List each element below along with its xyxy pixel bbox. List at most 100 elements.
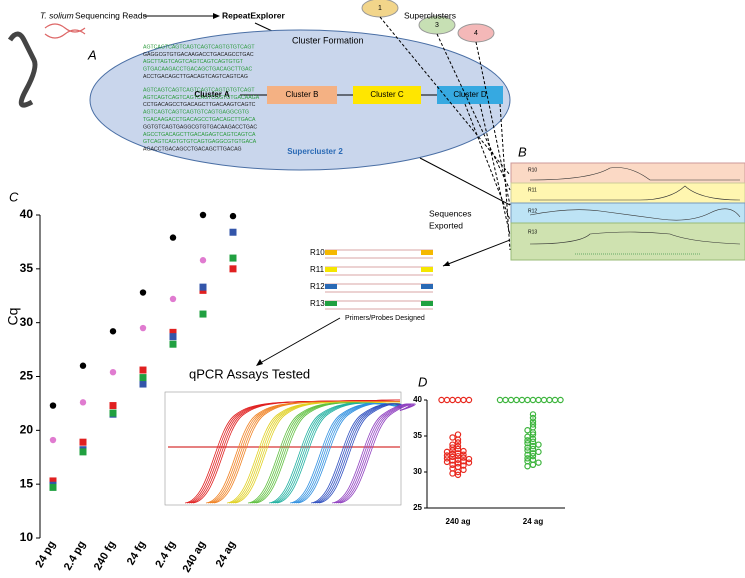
point	[199, 283, 207, 291]
amplification-curve	[318, 403, 403, 504]
point	[460, 454, 467, 461]
point	[454, 471, 462, 479]
point	[529, 421, 537, 428]
arrow-head	[213, 13, 220, 19]
point	[169, 295, 177, 303]
point	[524, 433, 531, 440]
point	[79, 438, 87, 446]
label: A	[87, 47, 97, 62]
cluster-box	[267, 86, 337, 104]
point	[109, 328, 117, 335]
point	[79, 448, 87, 456]
sequence-line: AGTCAGTCAGTCAGTGTCAGTGAGGCGTG	[143, 110, 249, 116]
point	[557, 396, 564, 404]
x-tick-label: 240 fg	[92, 539, 118, 573]
label: Exported	[429, 220, 463, 230]
y-axis-label: Cq	[5, 308, 21, 326]
point	[229, 265, 237, 273]
point	[535, 448, 542, 456]
label: R10	[310, 248, 325, 257]
point	[535, 441, 542, 448]
label: Cluster D	[453, 90, 487, 99]
point	[449, 470, 456, 477]
arrow-head	[256, 359, 263, 366]
x-tick-label: 240 ag	[446, 517, 471, 526]
point	[518, 396, 526, 404]
point	[449, 444, 456, 451]
label: 1	[378, 5, 382, 12]
label: B	[518, 144, 527, 159]
sequence-line: GGTGTCAGTGAGGCGTGTGACAAGACCTGAC	[143, 124, 257, 130]
x-tick-label: 24 ag	[523, 517, 544, 526]
sequence-line: AGACCTGACAGCCTGACAGCTTGACAG	[143, 147, 242, 153]
point	[535, 396, 542, 404]
point	[169, 340, 177, 348]
point	[139, 380, 147, 388]
point	[460, 447, 467, 455]
point	[449, 461, 456, 468]
y-tick-label: 35	[20, 261, 34, 275]
point	[460, 458, 467, 465]
point	[524, 396, 531, 404]
label: Cluster C	[370, 90, 404, 99]
point	[454, 468, 462, 476]
sequence-line: AGTCAGTCAGTCAGTCAGTCGGTGTGACAAGA	[143, 95, 260, 101]
label: R13	[528, 229, 537, 235]
qpcr-plot	[164, 391, 416, 506]
y-tick-label: 25	[20, 369, 34, 383]
label: R11	[310, 265, 325, 274]
point	[529, 450, 537, 457]
point	[49, 436, 57, 444]
point	[524, 451, 531, 458]
label: Supercluster 2	[287, 147, 343, 156]
point	[454, 431, 462, 438]
point	[524, 440, 531, 447]
label: Primers/Probes Designed	[345, 315, 425, 322]
point	[454, 463, 462, 471]
point	[199, 211, 207, 219]
point	[529, 414, 537, 422]
x-tick-label: 2.4 fg	[153, 539, 178, 570]
point	[529, 429, 537, 436]
label: qPCR Assays Tested	[189, 366, 310, 381]
sequence-line: CCTGACAGCCTGACAGCTTGACAAGTCAGTC	[143, 102, 256, 108]
point	[540, 396, 548, 404]
point	[139, 374, 147, 382]
point	[79, 362, 87, 369]
x-tick-label: 2.4 pg	[62, 539, 88, 573]
sequence-line: GTGACAAGACCTGACAGCTGACAGCTTGAC	[143, 67, 252, 73]
sequence-line: AGCTTAGTCAGTCAGTCAGTCAGTGTGT	[143, 59, 244, 65]
x-tick-label: 24 pg	[33, 539, 58, 570]
point	[169, 234, 177, 241]
y-tick-label: 10	[20, 530, 34, 544]
point	[139, 366, 147, 374]
point	[529, 442, 537, 450]
sequence-line: ACCTGACAGCTTGACAGTCAGTCAGTCAG	[143, 74, 248, 80]
dna-icon	[44, 23, 86, 39]
point	[443, 455, 451, 462]
track-panel	[510, 162, 745, 261]
point	[79, 399, 87, 406]
y-tick-label: 40	[413, 395, 422, 404]
y-tick-label: 40	[20, 207, 34, 221]
label: 3	[435, 22, 439, 29]
amplification-curve	[192, 399, 401, 504]
point	[449, 453, 456, 461]
label: R12	[310, 282, 325, 291]
label: R11	[528, 187, 537, 193]
point	[460, 451, 467, 458]
point	[502, 396, 509, 404]
cluster-box	[437, 86, 503, 104]
point	[513, 396, 520, 404]
sequence-line: AGTCAGTCAGTCAGTCAGTCAGTGTGTCAGT	[143, 87, 255, 93]
point	[524, 444, 531, 451]
arrow	[442, 239, 511, 267]
point	[49, 402, 57, 409]
x-tick-label: 24 ag	[214, 539, 238, 569]
y-tick-label: 25	[413, 503, 422, 512]
primer-diagram	[325, 249, 433, 310]
point	[460, 466, 467, 474]
label: 4	[474, 30, 478, 37]
point	[443, 448, 451, 456]
sequence-line: AGCCTGACAGCTTGACAGAGTCAGTCAGTCA	[143, 132, 256, 138]
